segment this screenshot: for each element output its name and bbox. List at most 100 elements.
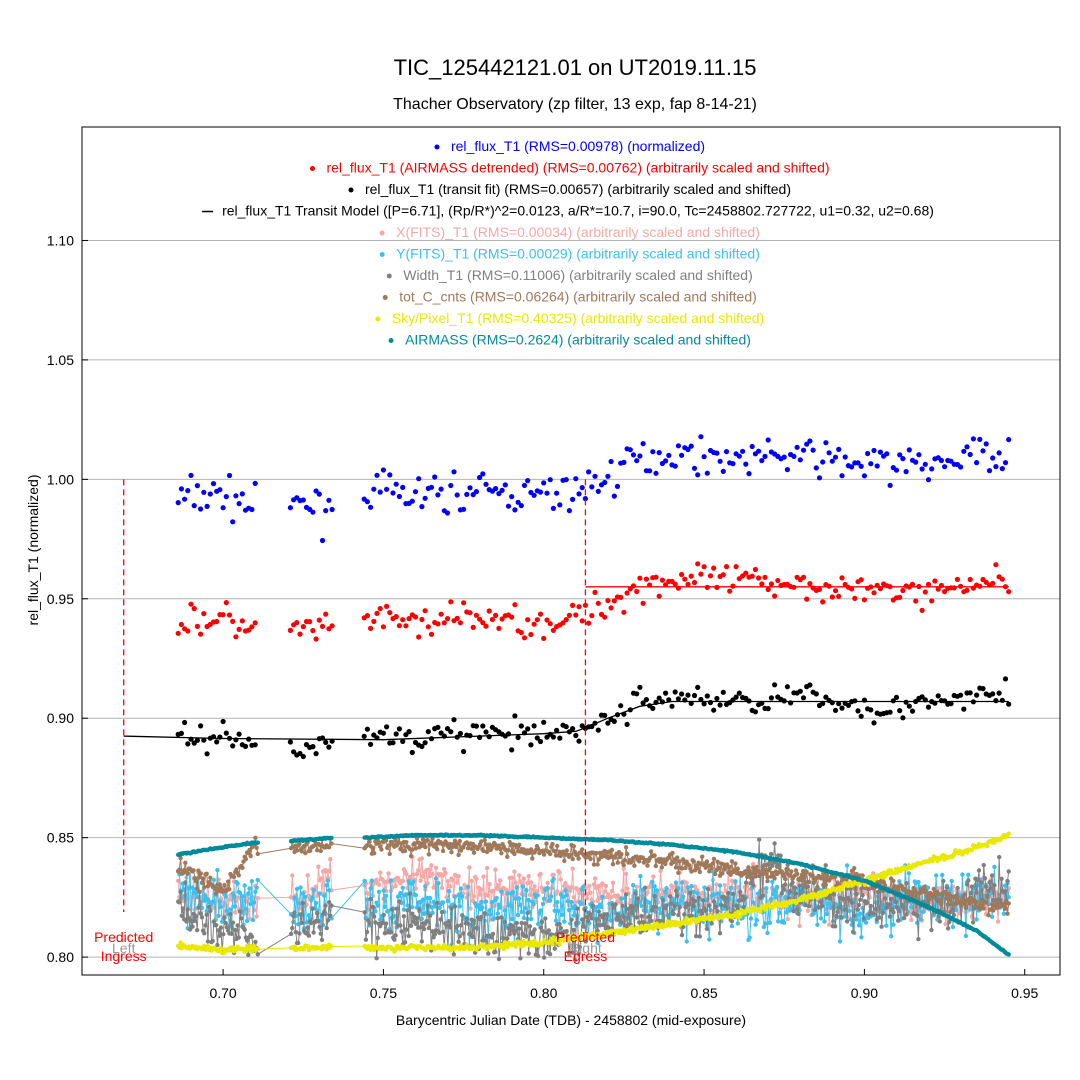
data-point [730, 461, 736, 467]
data-point [621, 609, 627, 615]
data-point [545, 880, 550, 886]
data-point [432, 904, 437, 909]
data-point [903, 469, 909, 475]
data-point [591, 862, 597, 867]
data-point [473, 489, 479, 495]
data-point [749, 443, 755, 450]
data-point [945, 926, 951, 931]
data-point [992, 883, 997, 888]
x-tick-label: 0.95 [1011, 985, 1038, 1001]
series-connector [177, 839, 1010, 961]
data-point [777, 910, 782, 915]
data-point [326, 744, 332, 750]
data-point [855, 460, 861, 466]
data-point [689, 883, 694, 889]
marker-label-top: Predicted [556, 929, 615, 945]
data-point [242, 927, 247, 932]
data-point [400, 484, 406, 490]
data-point [961, 448, 967, 454]
legend-entry: AIRMASS (RMS=0.2624) (arbitrarily scaled… [388, 332, 751, 348]
data-point [652, 884, 657, 889]
data-point [422, 608, 428, 614]
data-point [419, 916, 424, 922]
data-point [738, 889, 743, 895]
data-point [678, 898, 683, 903]
data-point [624, 721, 630, 728]
data-point [448, 729, 454, 735]
data-point [586, 620, 592, 626]
data-point [388, 929, 394, 935]
data-point [701, 454, 707, 460]
data-point [981, 906, 986, 911]
data-point [511, 889, 516, 895]
data-point [430, 929, 435, 934]
data-point [839, 575, 845, 581]
data-point [966, 872, 971, 877]
data-point [452, 838, 458, 843]
data-point [191, 890, 196, 896]
data-point [729, 859, 735, 864]
data-point [717, 702, 723, 708]
data-point [771, 891, 776, 897]
data-point [944, 895, 950, 901]
data-point [578, 901, 584, 906]
data-point [736, 690, 742, 696]
data-point [777, 865, 782, 870]
data-point [640, 600, 646, 606]
data-point [695, 891, 700, 896]
data-point [996, 690, 1002, 696]
data-point [858, 911, 863, 916]
data-point [621, 914, 626, 919]
data-point [477, 892, 483, 897]
data-point [303, 850, 308, 856]
data-point [425, 838, 430, 843]
data-point [444, 923, 449, 928]
data-point [185, 871, 190, 876]
data-point [406, 933, 411, 939]
data-point [429, 904, 434, 910]
data-point [189, 918, 194, 924]
data-point [288, 931, 294, 937]
data-point [216, 913, 221, 918]
data-point [438, 730, 444, 736]
data-point [179, 913, 184, 918]
data-point [833, 924, 838, 929]
data-point [290, 925, 295, 931]
data-point [547, 952, 553, 957]
data-point [618, 594, 624, 601]
data-point [807, 581, 813, 587]
data-point [525, 617, 531, 623]
data-point [805, 884, 811, 889]
data-point [405, 908, 410, 913]
data-point [570, 950, 575, 955]
data-point [855, 708, 861, 714]
data-point [325, 878, 331, 883]
data-point [435, 492, 441, 498]
data-point [393, 614, 399, 620]
data-point [498, 846, 503, 852]
data-point [758, 909, 763, 914]
data-point [409, 498, 415, 504]
data-point [856, 902, 862, 908]
data-point [640, 700, 646, 706]
data-point [252, 742, 258, 748]
y-tick-label: 1.10 [47, 232, 74, 248]
data-point [695, 472, 701, 478]
data-point [747, 868, 752, 873]
data-point [950, 907, 956, 912]
data-point [549, 894, 554, 899]
data-point [774, 884, 780, 890]
data-point [397, 899, 402, 904]
data-point [419, 743, 425, 750]
legend-dot-swatch [379, 230, 385, 236]
legend-entry: X(FITS)_T1 (RMS=0.00034) (arbitrarily sc… [379, 224, 760, 240]
data-point [190, 885, 195, 890]
data-point [483, 481, 489, 487]
data-point [620, 888, 625, 893]
data-point [305, 925, 310, 930]
data-point [509, 494, 515, 500]
data-point [496, 956, 502, 962]
data-point [728, 885, 733, 891]
data-point [396, 726, 402, 732]
data-point [233, 910, 238, 915]
